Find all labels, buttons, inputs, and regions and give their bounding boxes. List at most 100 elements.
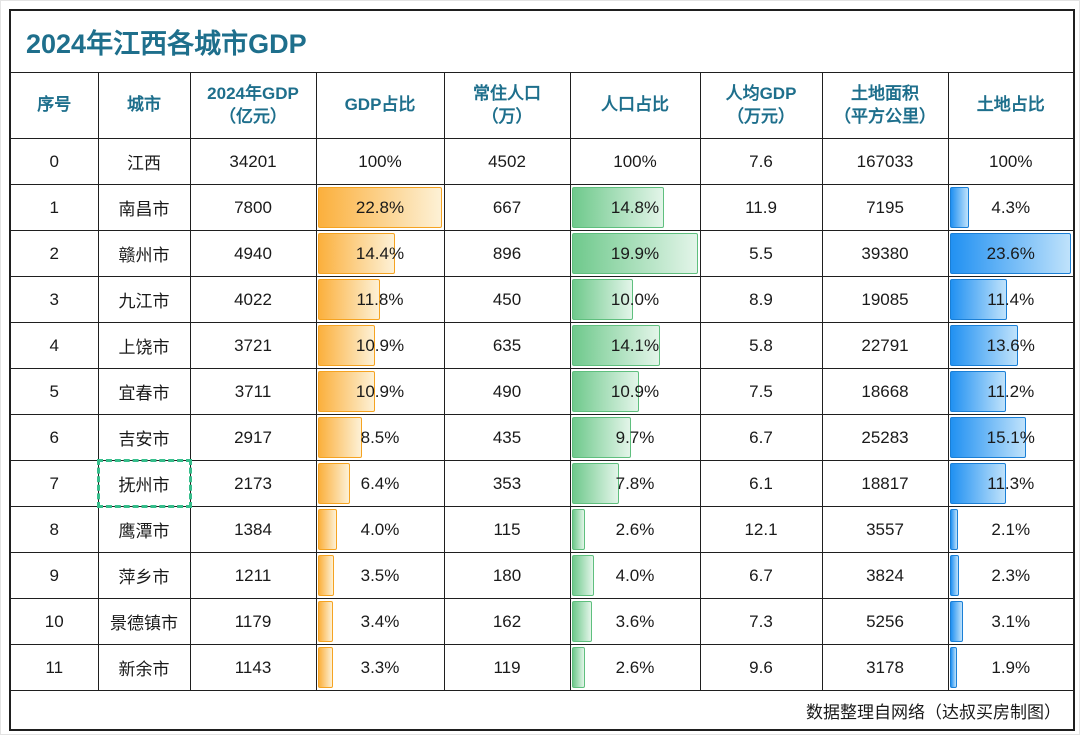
cell-population-share[interactable]: 19.9% — [569, 230, 701, 277]
cell-index[interactable]: 4 — [9, 322, 99, 369]
cell-population[interactable]: 4502 — [443, 138, 571, 185]
cell-index[interactable]: 5 — [9, 368, 99, 415]
col-header-per-capita[interactable]: 人均GDP （万元） — [699, 72, 823, 139]
cell-land-area[interactable]: 22791 — [821, 322, 949, 369]
cell-population-share[interactable]: 9.7% — [569, 414, 701, 461]
cell-population-share[interactable]: 4.0% — [569, 552, 701, 599]
cell-gdp-share[interactable]: 14.4% — [315, 230, 445, 277]
cell-per-capita[interactable]: 12.1 — [699, 506, 823, 553]
cell-city[interactable]: 南昌市 — [97, 184, 191, 231]
cell-gdp-share[interactable]: 11.8% — [315, 276, 445, 323]
cell-gdp[interactable]: 3711 — [189, 368, 317, 415]
cell-population[interactable]: 435 — [443, 414, 571, 461]
cell-per-capita[interactable]: 7.5 — [699, 368, 823, 415]
cell-index[interactable]: 8 — [9, 506, 99, 553]
cell-gdp-share[interactable]: 6.4% — [315, 460, 445, 507]
cell-per-capita[interactable]: 6.7 — [699, 552, 823, 599]
cell-gdp-share[interactable]: 8.5% — [315, 414, 445, 461]
cell-population[interactable]: 119 — [443, 644, 571, 691]
cell-land-share[interactable]: 15.1% — [947, 414, 1075, 461]
cell-land-share[interactable]: 11.3% — [947, 460, 1075, 507]
cell-land-area[interactable]: 18817 — [821, 460, 949, 507]
cell-per-capita[interactable]: 9.6 — [699, 644, 823, 691]
cell-index[interactable]: 2 — [9, 230, 99, 277]
cell-city[interactable]: 抚州市 — [97, 459, 192, 509]
cell-index[interactable]: 11 — [9, 644, 99, 691]
cell-index[interactable]: 0 — [9, 138, 99, 185]
cell-land-area[interactable]: 7195 — [821, 184, 949, 231]
cell-city[interactable]: 鹰潭市 — [97, 506, 191, 553]
cell-index[interactable]: 6 — [9, 414, 99, 461]
cell-gdp-share[interactable]: 3.4% — [315, 598, 445, 645]
cell-gdp[interactable]: 4940 — [189, 230, 317, 277]
col-header-city[interactable]: 城市 — [97, 72, 191, 139]
cell-gdp[interactable]: 1143 — [189, 644, 317, 691]
cell-land-area[interactable]: 18668 — [821, 368, 949, 415]
cell-gdp[interactable]: 1384 — [189, 506, 317, 553]
cell-population[interactable]: 896 — [443, 230, 571, 277]
cell-land-area[interactable]: 39380 — [821, 230, 949, 277]
cell-per-capita[interactable]: 7.3 — [699, 598, 823, 645]
cell-population-share[interactable]: 7.8% — [569, 460, 701, 507]
cell-gdp-share[interactable]: 10.9% — [315, 368, 445, 415]
cell-index[interactable]: 3 — [9, 276, 99, 323]
cell-population[interactable]: 162 — [443, 598, 571, 645]
cell-population[interactable]: 490 — [443, 368, 571, 415]
cell-population[interactable]: 667 — [443, 184, 571, 231]
cell-gdp-share[interactable]: 4.0% — [315, 506, 445, 553]
cell-land-area[interactable]: 3178 — [821, 644, 949, 691]
cell-land-area[interactable]: 25283 — [821, 414, 949, 461]
cell-gdp[interactable]: 34201 — [189, 138, 317, 185]
col-header-population-share[interactable]: 人口占比 — [569, 72, 701, 139]
cell-land-share[interactable]: 11.2% — [947, 368, 1075, 415]
cell-land-share[interactable]: 11.4% — [947, 276, 1075, 323]
cell-land-share[interactable]: 3.1% — [947, 598, 1075, 645]
cell-land-share[interactable]: 100% — [947, 138, 1075, 185]
cell-index[interactable]: 7 — [9, 460, 99, 507]
cell-per-capita[interactable]: 5.8 — [699, 322, 823, 369]
cell-land-area[interactable]: 3557 — [821, 506, 949, 553]
cell-land-share[interactable]: 13.6% — [947, 322, 1075, 369]
cell-gdp-share[interactable]: 3.3% — [315, 644, 445, 691]
col-header-gdp[interactable]: 2024年GDP （亿元） — [189, 72, 317, 139]
cell-land-area[interactable]: 3824 — [821, 552, 949, 599]
cell-population[interactable]: 353 — [443, 460, 571, 507]
cell-index[interactable]: 10 — [9, 598, 99, 645]
cell-population[interactable]: 115 — [443, 506, 571, 553]
cell-land-share[interactable]: 2.1% — [947, 506, 1075, 553]
cell-city[interactable]: 吉安市 — [97, 414, 191, 461]
cell-city[interactable]: 景德镇市 — [97, 598, 191, 645]
cell-gdp[interactable]: 3721 — [189, 322, 317, 369]
cell-population-share[interactable]: 2.6% — [569, 506, 701, 553]
cell-gdp[interactable]: 2917 — [189, 414, 317, 461]
cell-index[interactable]: 1 — [9, 184, 99, 231]
cell-city[interactable]: 江西 — [97, 138, 191, 185]
col-header-land-area[interactable]: 土地面积 （平方公里） — [821, 72, 949, 139]
cell-land-area[interactable]: 167033 — [821, 138, 949, 185]
cell-city[interactable]: 上饶市 — [97, 322, 191, 369]
cell-per-capita[interactable]: 6.7 — [699, 414, 823, 461]
col-header-gdp-share[interactable]: GDP占比 — [315, 72, 445, 139]
cell-population-share[interactable]: 14.8% — [569, 184, 701, 231]
col-header-index[interactable]: 序号 — [9, 72, 99, 139]
cell-gdp[interactable]: 1179 — [189, 598, 317, 645]
cell-index[interactable]: 9 — [9, 552, 99, 599]
cell-population-share[interactable]: 2.6% — [569, 644, 701, 691]
cell-city[interactable]: 宜春市 — [97, 368, 191, 415]
cell-gdp-share[interactable]: 100% — [315, 138, 445, 185]
cell-population[interactable]: 180 — [443, 552, 571, 599]
cell-population-share[interactable]: 10.0% — [569, 276, 701, 323]
cell-population-share[interactable]: 3.6% — [569, 598, 701, 645]
cell-gdp[interactable]: 7800 — [189, 184, 317, 231]
cell-per-capita[interactable]: 11.9 — [699, 184, 823, 231]
cell-city[interactable]: 新余市 — [97, 644, 191, 691]
cell-land-share[interactable]: 1.9% — [947, 644, 1075, 691]
cell-population-share[interactable]: 100% — [569, 138, 701, 185]
cell-population[interactable]: 635 — [443, 322, 571, 369]
cell-land-share[interactable]: 23.6% — [947, 230, 1075, 277]
cell-gdp-share[interactable]: 22.8% — [315, 184, 445, 231]
cell-gdp[interactable]: 2173 — [189, 460, 317, 507]
cell-per-capita[interactable]: 8.9 — [699, 276, 823, 323]
col-header-land-share[interactable]: 土地占比 — [947, 72, 1075, 139]
cell-land-area[interactable]: 19085 — [821, 276, 949, 323]
